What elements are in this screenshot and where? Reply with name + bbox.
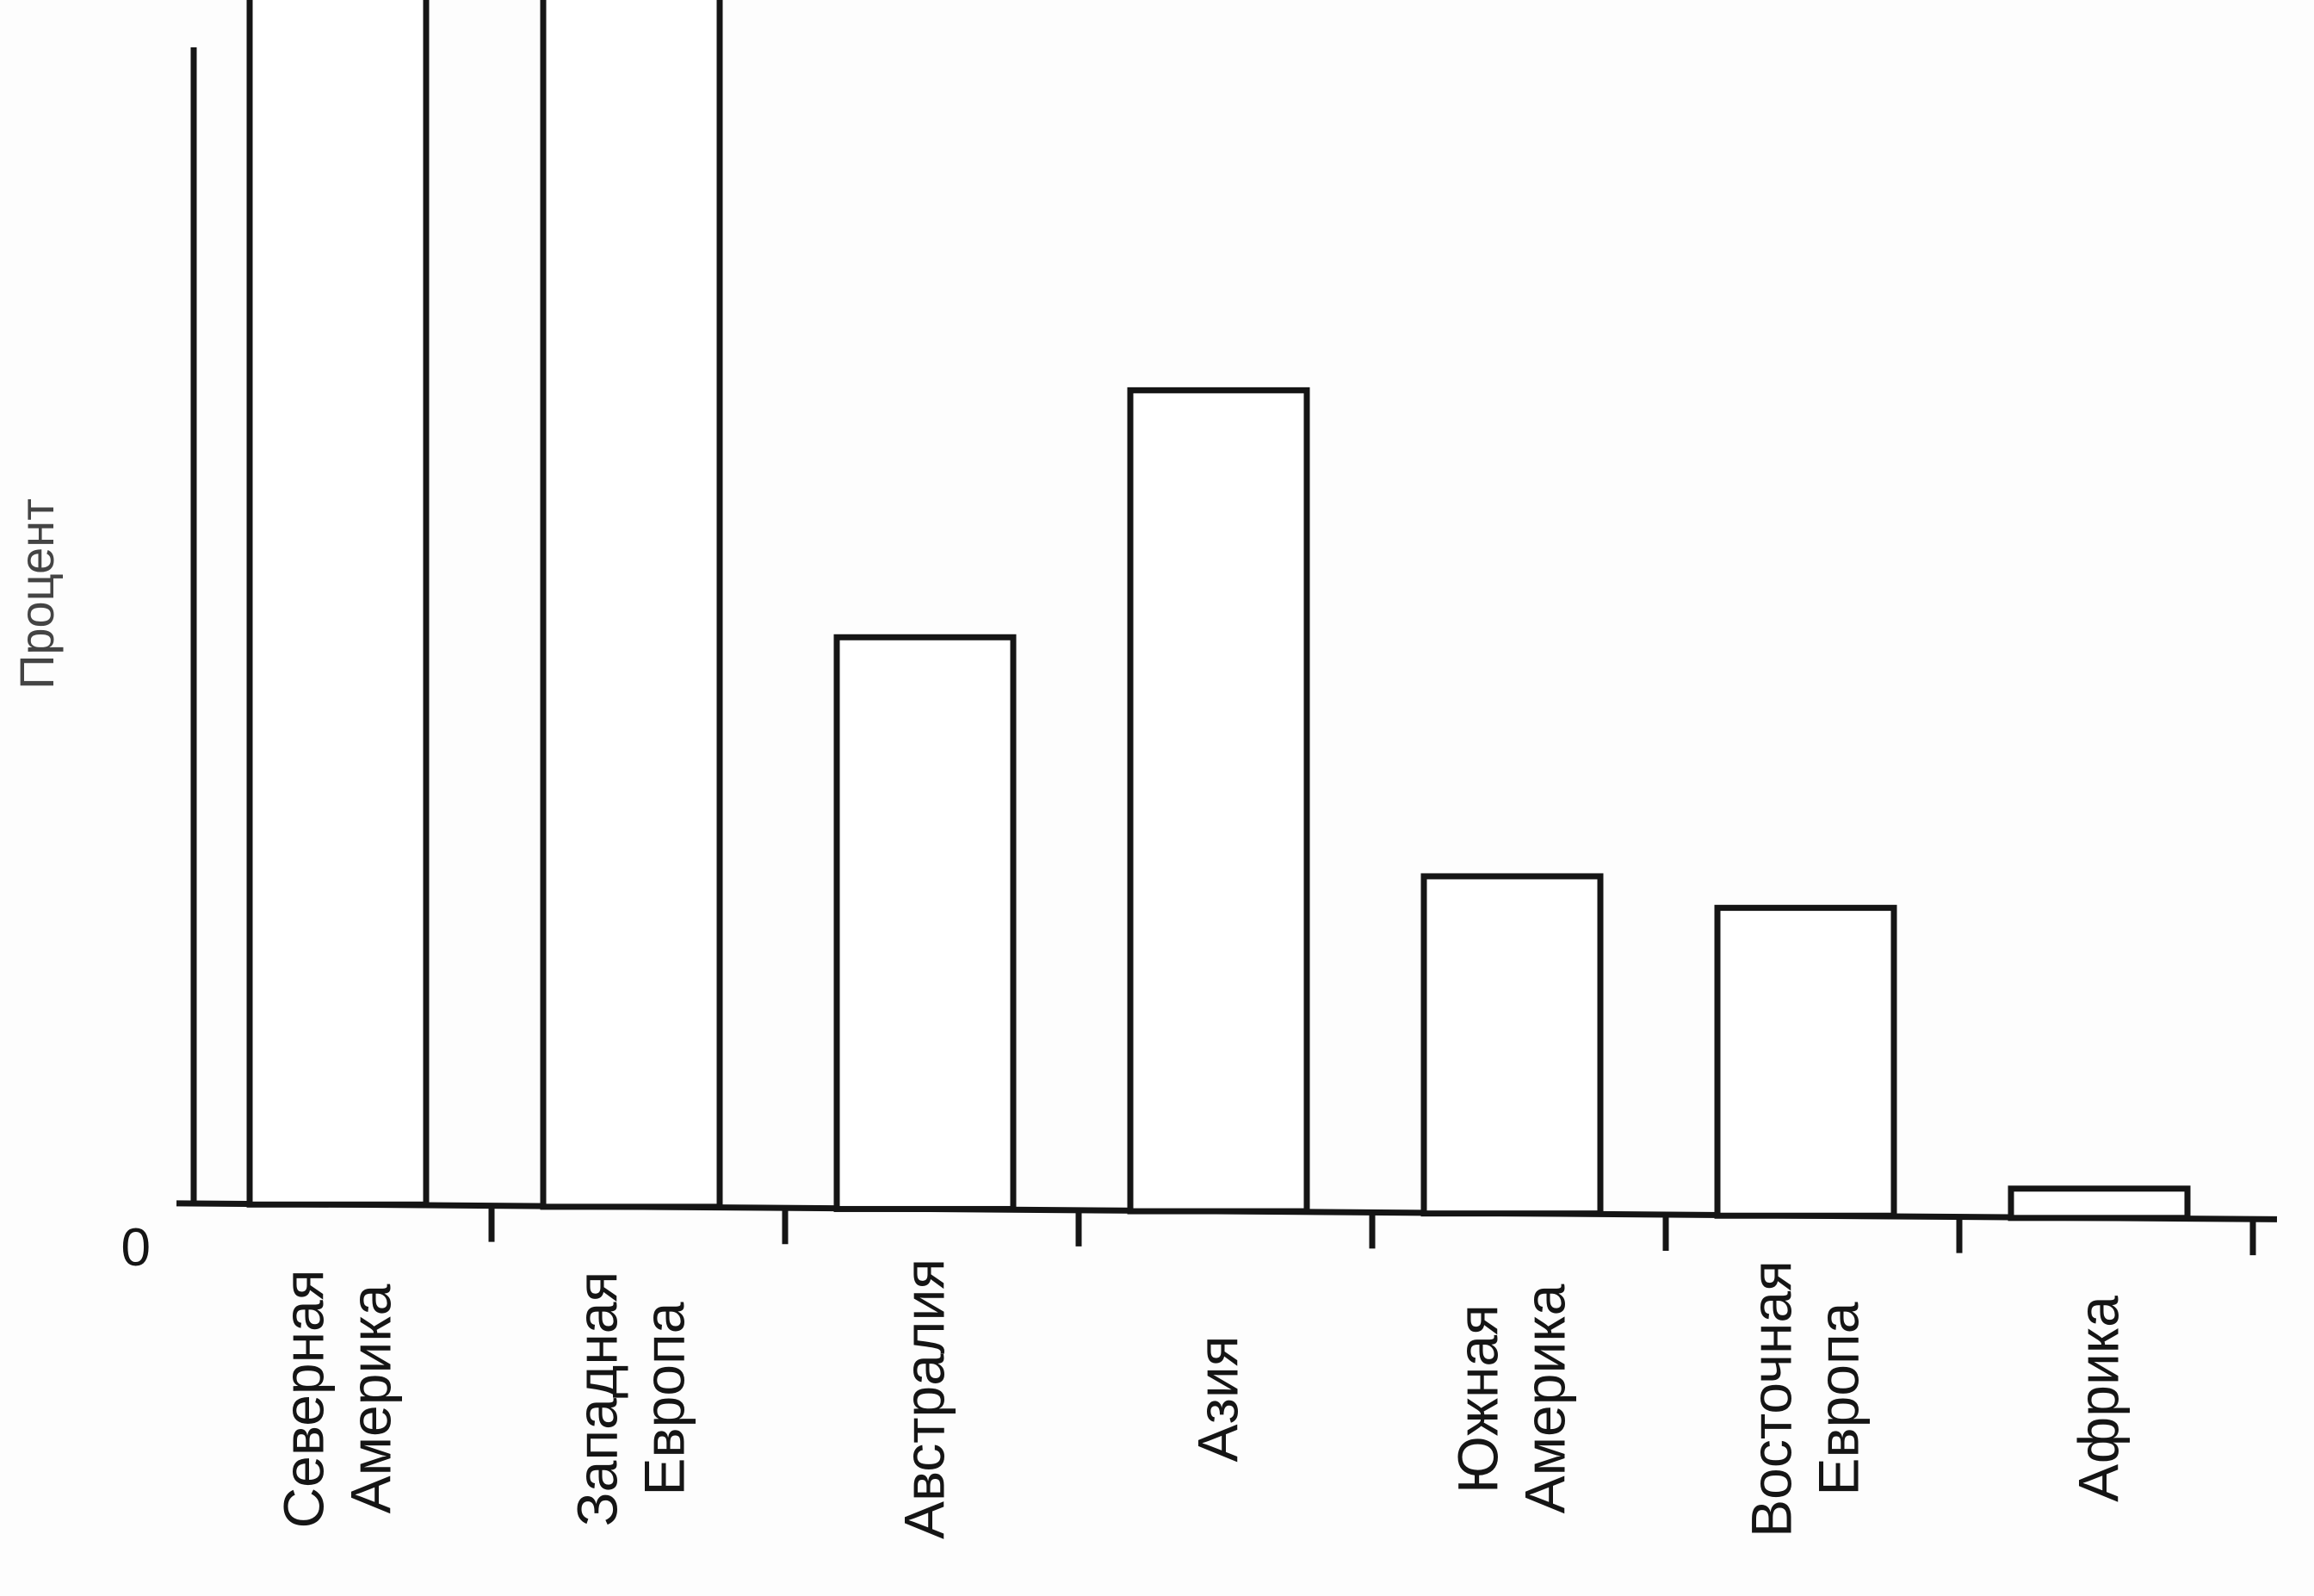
x-category-label: Южная: [1446, 1304, 1510, 1494]
x-category-label: Африка: [2067, 1296, 2131, 1502]
x-category-label: Восточная: [1740, 1260, 1804, 1537]
y-tick-label: 0: [121, 1218, 151, 1277]
bar: [1127, 387, 1310, 1215]
labels: 010203040506070ПроцентСевернаяАмерикаЗап…: [9, 498, 2131, 1539]
bar: [2008, 1185, 2191, 1222]
bars: [246, 0, 2191, 1222]
bar: [246, 0, 430, 1208]
x-category-label: Европа: [633, 1302, 696, 1495]
x-category-label: Северная: [272, 1270, 336, 1529]
x-category-label: Австралия: [893, 1259, 956, 1539]
bar: [1714, 905, 1897, 1219]
y-axis-title: Процент: [9, 498, 64, 690]
x-category-label: Азия: [1186, 1336, 1250, 1463]
bar: [540, 0, 723, 1210]
x-category-label: Америка: [339, 1284, 403, 1513]
bar: [1420, 873, 1604, 1217]
x-category-label: Европа: [1807, 1302, 1871, 1495]
bar: [833, 634, 1017, 1212]
x-category-label: Западная: [566, 1271, 629, 1526]
x-category-label: Америка: [1513, 1284, 1577, 1513]
